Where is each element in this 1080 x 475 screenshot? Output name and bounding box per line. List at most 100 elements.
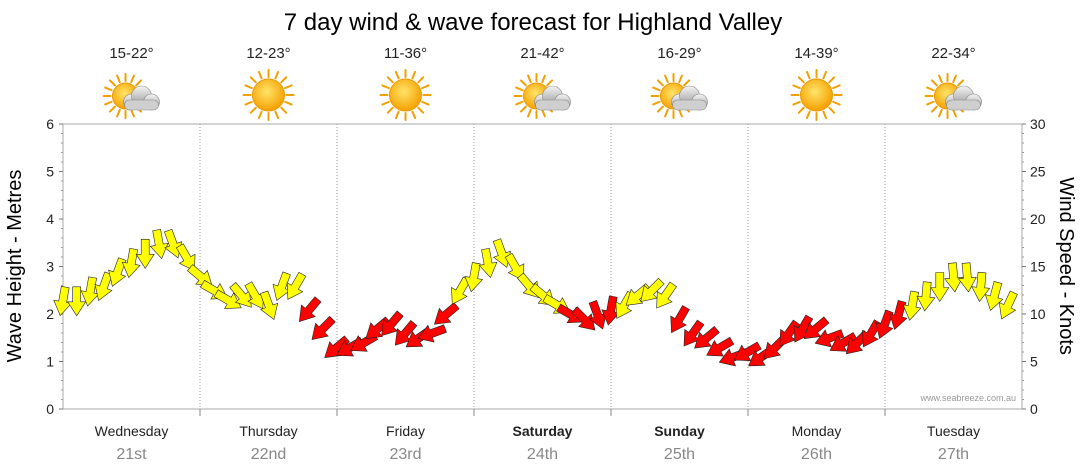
sun-ray [394, 70, 400, 80]
sun-ray [116, 74, 121, 84]
temperature-row: 15-22° 12-23° 11-36° 21-42° 16-29° 14-39° 22-3… [109, 45, 975, 62]
wind-arrow [259, 290, 279, 321]
left-tick-label: 1 [46, 354, 54, 370]
sun-icon [379, 69, 432, 121]
sun-cloud-icon [513, 73, 571, 119]
wind-arrow [213, 289, 242, 309]
cloud [123, 85, 160, 111]
sun-ray [515, 100, 524, 106]
day-name-label: Thursday [239, 423, 297, 439]
wind-arrow [121, 247, 141, 279]
wind-arrow [164, 228, 183, 259]
sun-cloud-icon [650, 73, 708, 119]
sun-ray [926, 100, 935, 106]
wind-arrow [298, 296, 322, 322]
wind-arrow [670, 305, 690, 334]
wind-arrow [984, 281, 1004, 311]
sun-ray [280, 106, 288, 114]
sun-ray [805, 110, 811, 120]
wind-arrow [381, 310, 404, 337]
sun-ray [652, 100, 661, 106]
cloud [671, 85, 708, 111]
temperature-label: 14-39° [794, 45, 838, 62]
sun-ray [652, 86, 661, 92]
left-tick-label: 6 [46, 116, 54, 132]
day-name-label: Saturday [513, 423, 573, 439]
temperature-label: 11-36° [384, 45, 427, 62]
chart-title: 7 day wind & wave forecast for Highland … [284, 9, 782, 36]
wind-arrow [464, 262, 484, 293]
sun-ray [257, 70, 263, 80]
sun-ray [519, 105, 527, 113]
temperature-label: 16-29° [657, 45, 701, 62]
wind-arrow [433, 302, 460, 325]
sun-ray [244, 100, 253, 106]
day-name-label: Sunday [654, 423, 705, 439]
sun-ray [274, 110, 280, 120]
sun-ray [527, 74, 532, 84]
sun-ray [527, 108, 532, 118]
sun-ray [792, 84, 801, 90]
sun-ray [381, 84, 390, 90]
sun-ray [828, 76, 836, 84]
temperature-label: 12-23° [246, 45, 290, 62]
wind-arrow [504, 252, 525, 281]
wind-arrow [944, 262, 964, 293]
cloud [534, 85, 571, 111]
left-tick-label: 2 [46, 306, 54, 322]
sun-ray [938, 74, 943, 84]
wind-arrow [656, 281, 677, 309]
sun-ray [822, 70, 828, 80]
day-date-label: 23rd [389, 446, 421, 463]
weather-icon-row [102, 69, 982, 121]
sun-ray [930, 79, 938, 87]
wind-arrow [814, 329, 845, 348]
sun-cloud-icon [102, 73, 160, 119]
sun-icon [790, 69, 843, 121]
sun-ray [952, 108, 957, 118]
sun-ray [832, 100, 841, 106]
wind-arrow [571, 306, 596, 331]
day-gridlines [199, 124, 886, 416]
wind-arrow [829, 332, 858, 352]
wind-arrow [957, 262, 977, 293]
sun-ray [284, 84, 293, 90]
wind-arrow [478, 247, 498, 279]
sun-ray [386, 76, 394, 84]
wind-arrow [286, 271, 307, 300]
sun-ray [683, 79, 691, 87]
sun-ray [135, 79, 143, 87]
wind-arrow [902, 290, 922, 321]
sun-ray [130, 108, 135, 118]
right-axis: 0 5 10 15 20 25 30 [1022, 116, 1046, 417]
wind-arrow [803, 316, 830, 339]
sun-ray [797, 106, 805, 114]
right-tick-label: 0 [1030, 401, 1038, 417]
sun-ray [930, 105, 938, 113]
day-date-label: 26th [801, 446, 832, 463]
sun-disc [252, 78, 285, 112]
sun-ray [274, 70, 280, 80]
sun-ray [417, 106, 425, 114]
sun-ray [284, 100, 293, 106]
sun-ray [926, 86, 935, 92]
sun-ray [108, 79, 116, 87]
wind-arrow [187, 264, 213, 287]
sun-ray [792, 100, 801, 106]
sun-ray [678, 74, 683, 84]
sun-ray [656, 105, 664, 113]
day-name-label: Friday [386, 423, 425, 439]
temperature-label: 22-34° [931, 45, 975, 62]
left-tick-label: 5 [46, 164, 54, 180]
sun-ray [515, 86, 524, 92]
sun-ray [678, 108, 683, 118]
right-tick-label: 10 [1030, 306, 1046, 322]
sun-ray [386, 106, 394, 114]
sun-ray [664, 74, 669, 84]
sun-ray [822, 110, 828, 120]
right-tick-label: 15 [1030, 259, 1046, 275]
day-name-label: Monday [792, 423, 842, 439]
sun-ray [797, 76, 805, 84]
sun-icon [242, 69, 295, 121]
